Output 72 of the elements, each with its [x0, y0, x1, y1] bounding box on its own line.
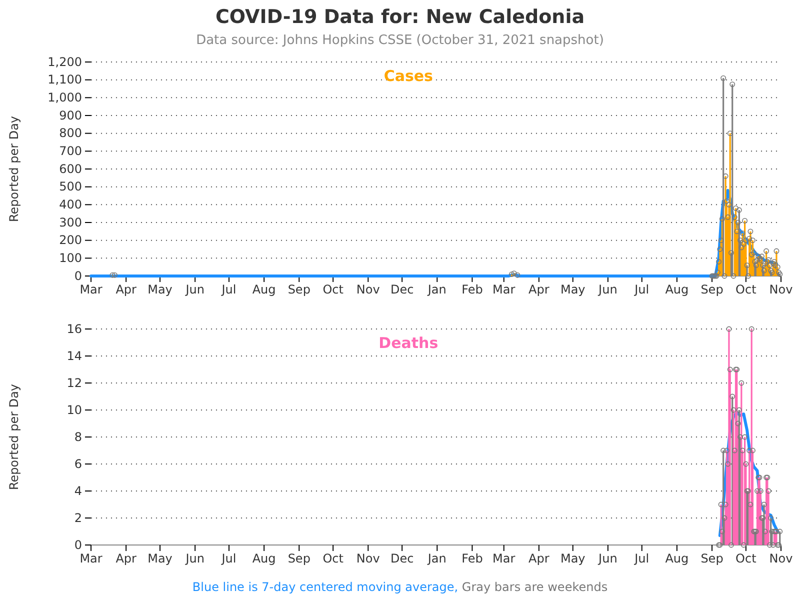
- y-tick-label: 14: [66, 348, 82, 363]
- x-tick-label: Jul: [220, 282, 236, 297]
- x-tick-label: Oct: [322, 552, 344, 566]
- y-tick-label: 900: [59, 108, 82, 122]
- x-tick-label: Oct: [322, 282, 344, 297]
- x-tick-label: Nov: [356, 282, 380, 297]
- x-tick-label: Mar: [492, 552, 516, 566]
- y-tick-label: 100: [59, 251, 82, 266]
- y-tick-label: 4: [74, 484, 82, 498]
- y-tick-label: 1,100: [48, 72, 82, 87]
- x-tick-label: Sep: [700, 282, 724, 297]
- x-tick-label: Mar: [80, 282, 102, 297]
- x-tick-label: Jan: [426, 552, 446, 566]
- y-tick-label: 700: [59, 144, 82, 158]
- text: Cases: [384, 67, 434, 85]
- x-tick-label: Oct: [736, 282, 757, 297]
- x-tick-label: Aug: [665, 552, 689, 566]
- y-tick-label: 6: [74, 456, 82, 471]
- x-tick-label: Jul: [634, 282, 650, 297]
- y-tick-label: 0: [74, 538, 82, 552]
- x-tick-label: May: [560, 552, 586, 566]
- text: Deaths: [378, 334, 438, 352]
- x-tick-label: Jan: [426, 282, 446, 297]
- y-tick-label: 12: [66, 376, 82, 390]
- y-tick-label: 16: [66, 322, 82, 336]
- y-tick-label: 2: [74, 510, 82, 525]
- x-tick-label: May: [148, 282, 172, 297]
- y-tick-label: 400: [59, 198, 82, 212]
- x-tick-label: Jul: [220, 552, 236, 566]
- y-tick-label: 0: [74, 268, 82, 283]
- x-tick-label: Jun: [184, 282, 204, 297]
- x-tick-label: Aug: [665, 282, 689, 297]
- y-tick-label: 200: [59, 233, 82, 248]
- y-tick-label: 500: [59, 180, 82, 194]
- text: Blue line is 7-day centered moving average,: [192, 580, 458, 594]
- y-tick-label: 1,200: [48, 54, 82, 69]
- x-tick-label: Nov: [769, 552, 793, 566]
- x-tick-label: Feb: [462, 552, 483, 566]
- x-tick-label: Dec: [390, 552, 414, 566]
- x-tick-label: Nov: [356, 552, 380, 566]
- x-tick-label: Dec: [390, 282, 414, 297]
- x-tick-label: Apr: [528, 552, 550, 566]
- x-tick-label: Jun: [184, 552, 204, 566]
- chart-title: COVID-19 Data for: New Caledonia: [215, 6, 585, 28]
- x-tick-label: Apr: [116, 282, 137, 297]
- y-tick-label: 800: [59, 126, 82, 140]
- x-tick-label: Jul: [634, 552, 650, 566]
- y-tick-label: 8: [74, 430, 82, 444]
- x-tick-label: Aug: [252, 282, 276, 297]
- x-tick-label: May: [560, 282, 586, 297]
- x-tick-label: Apr: [116, 552, 137, 566]
- x-tick-label: Sep: [288, 552, 310, 566]
- x-tick-label: Jun: [598, 552, 618, 566]
- chart-subtitle: Data source: Johns Hopkins CSSE (October 31, 2021 snapshot): [196, 33, 604, 48]
- y-axis-title: Reported per Day: [7, 384, 21, 490]
- x-tick-label: Nov: [769, 282, 793, 297]
- y-tick-label: 300: [59, 215, 82, 230]
- x-tick-label: Mar: [80, 552, 102, 566]
- x-tick-label: Feb: [462, 282, 483, 297]
- x-tick-label: Aug: [252, 552, 276, 566]
- y-tick-label: 1,000: [48, 90, 82, 105]
- y-axis-title: Reported per Day: [7, 116, 21, 222]
- x-tick-label: May: [148, 552, 172, 566]
- x-tick-label: Jun: [598, 282, 618, 297]
- x-tick-label: Mar: [492, 282, 516, 297]
- x-tick-label: Sep: [288, 282, 310, 297]
- x-tick-label: Sep: [700, 552, 724, 566]
- y-tick-label: 10: [66, 402, 82, 417]
- x-tick-label: Apr: [528, 282, 550, 297]
- x-tick-label: Oct: [736, 552, 757, 566]
- y-tick-label: 600: [59, 162, 82, 176]
- text: Gray bars are weekends: [458, 580, 608, 594]
